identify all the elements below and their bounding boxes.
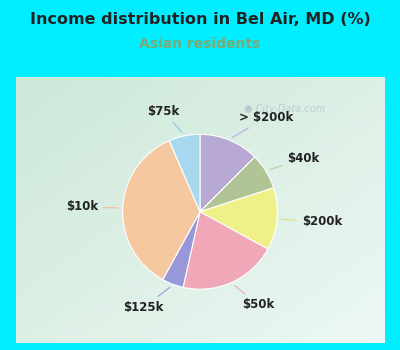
Text: $125k: $125k	[124, 287, 170, 314]
Wedge shape	[163, 212, 200, 287]
Wedge shape	[169, 134, 200, 212]
Text: ● City-Data.com: ● City-Data.com	[244, 104, 326, 114]
Text: > $200k: > $200k	[233, 111, 293, 137]
Wedge shape	[183, 212, 268, 289]
Wedge shape	[200, 188, 278, 249]
Text: $200k: $200k	[281, 215, 342, 228]
Text: $75k: $75k	[147, 105, 182, 132]
Text: $10k: $10k	[66, 201, 118, 214]
Wedge shape	[122, 141, 200, 280]
Text: Income distribution in Bel Air, MD (%): Income distribution in Bel Air, MD (%)	[30, 12, 370, 27]
Wedge shape	[200, 157, 274, 212]
Text: $50k: $50k	[235, 286, 274, 312]
Text: Asian residents: Asian residents	[139, 37, 261, 51]
Wedge shape	[200, 134, 255, 212]
Text: $40k: $40k	[270, 152, 319, 170]
